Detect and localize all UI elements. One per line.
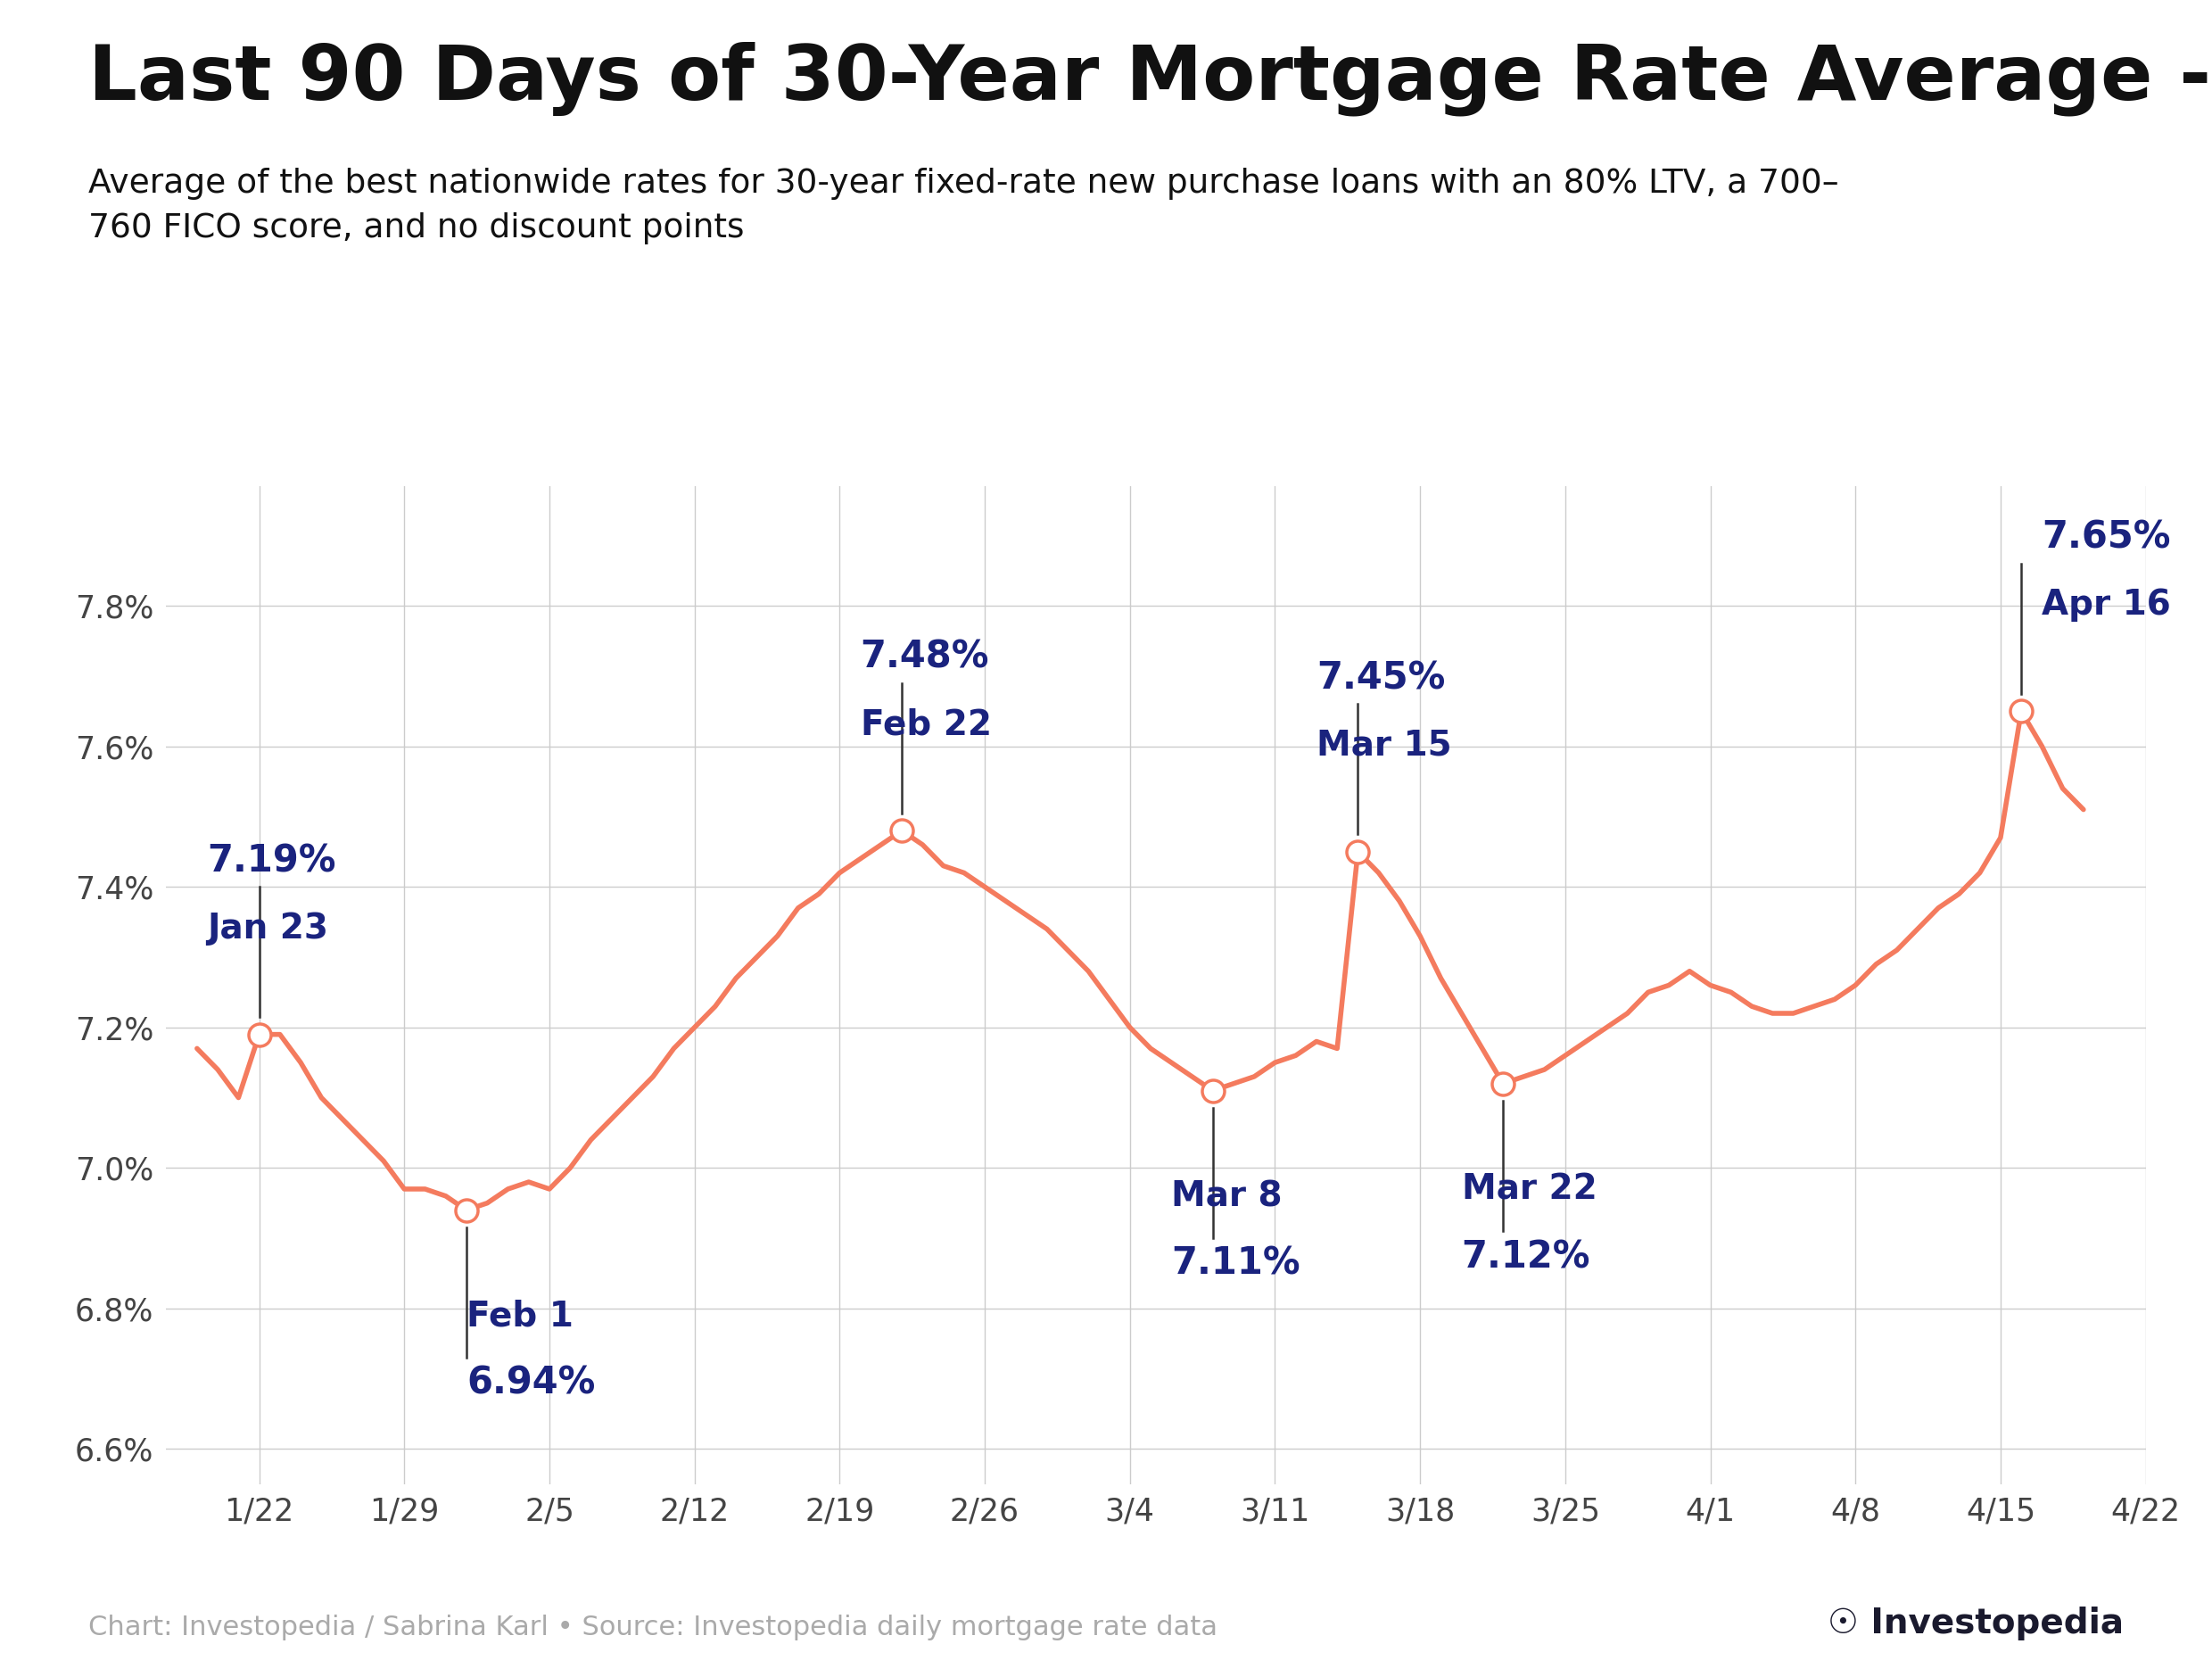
Text: 7.48%: 7.48% [860,639,989,676]
Text: Jan 23: Jan 23 [208,912,330,946]
Text: Feb 22: Feb 22 [860,708,991,741]
Text: Feb 1: Feb 1 [467,1300,573,1333]
Text: 7.12%: 7.12% [1462,1238,1590,1276]
Text: Apr 16: Apr 16 [2042,589,2172,622]
Text: 7.65%: 7.65% [2042,520,2170,557]
Text: 7.19%: 7.19% [208,842,336,880]
Text: 6.94%: 6.94% [467,1365,595,1402]
Text: Mar 22: Mar 22 [1462,1172,1597,1206]
Text: Average of the best nationwide rates for 30-year fixed-rate new purchase loans w: Average of the best nationwide rates for… [88,168,1838,245]
Text: Mar 15: Mar 15 [1316,729,1451,763]
Text: 7.45%: 7.45% [1316,659,1444,698]
Text: ☉ Investopedia: ☉ Investopedia [1827,1607,2124,1640]
Text: Mar 8: Mar 8 [1172,1179,1283,1214]
Text: 7.11%: 7.11% [1172,1246,1301,1283]
Text: Last 90 Days of 30-Year Mortgage Rate Average - April 19, 2024: Last 90 Days of 30-Year Mortgage Rate Av… [88,42,2212,116]
Text: Chart: Investopedia / Sabrina Karl • Source: Investopedia daily mortgage rate da: Chart: Investopedia / Sabrina Karl • Sou… [88,1615,1217,1640]
